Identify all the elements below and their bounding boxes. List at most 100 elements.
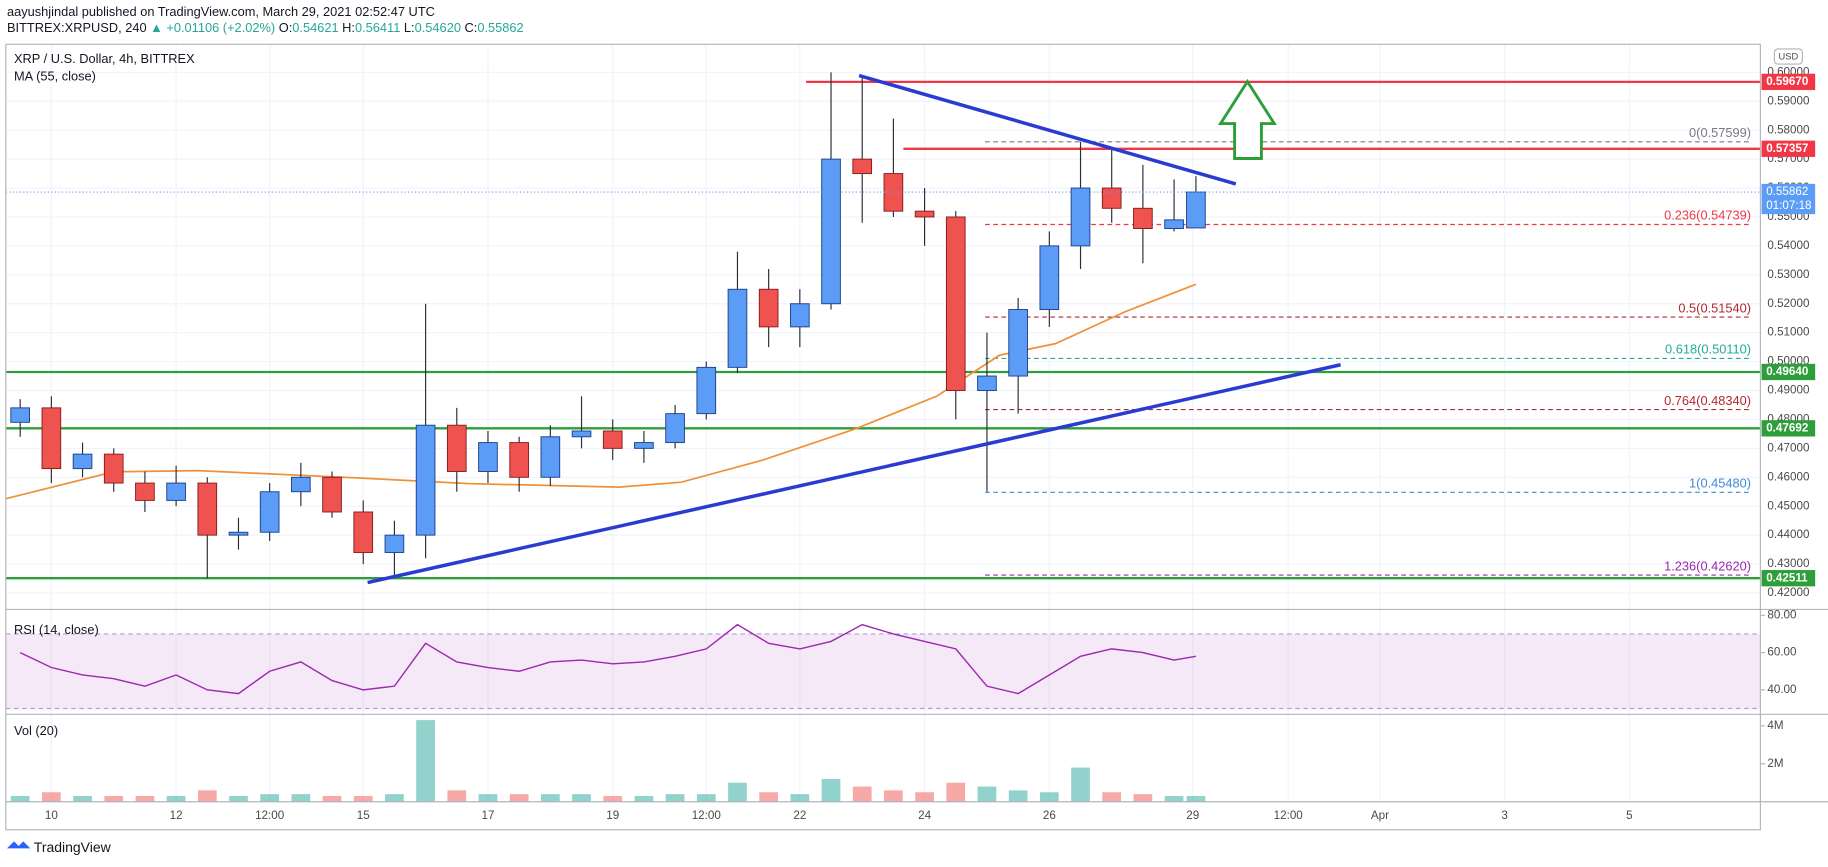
volume-bar <box>73 796 92 802</box>
volume-bar <box>1164 796 1184 802</box>
fib-label: 0.5(0.51540) <box>1678 300 1751 315</box>
symbol: BITTREX:XRPUSD, 240 <box>7 21 147 36</box>
y-tick-label: 0.45000 <box>1767 499 1810 512</box>
rsi-title: RSI (14, close) <box>14 622 99 637</box>
fib-label: 0.764(0.48340) <box>1664 393 1751 408</box>
x-tick-label: 19 <box>606 809 619 822</box>
fib-label: 1.236(0.42620) <box>1664 558 1751 573</box>
volume-bar <box>353 796 373 802</box>
chart-area: 10 12 12:00 15 17 19 12:00 22 24 26 29 12:00 Apr 3 5 0.… <box>5 44 1816 822</box>
x-tick-label: 17 <box>481 809 494 822</box>
candle-body <box>353 511 374 553</box>
fib-label: 0(0.57599) <box>1689 125 1751 140</box>
x-tick-label: 12 <box>170 809 183 822</box>
candle-body <box>1039 245 1060 310</box>
volume-bar <box>1133 794 1153 802</box>
volume-bar <box>572 794 591 802</box>
trendline <box>858 73 1237 186</box>
candle-body <box>977 375 997 391</box>
volume-bar <box>728 782 747 802</box>
level-badge <box>1761 140 1816 157</box>
x-tick-label: 12:00 <box>1274 809 1304 822</box>
y-tick-label: 0.54000 <box>1767 239 1810 252</box>
candle-body <box>883 173 904 212</box>
ohlc-value: 0.54620 <box>415 21 461 36</box>
up-arrow <box>1217 78 1277 160</box>
volume-bar <box>696 794 716 802</box>
x-tick-label: 15 <box>357 809 370 822</box>
candle-body <box>914 210 935 218</box>
ohlc-value: 0.56411 <box>355 21 400 36</box>
volume-bar <box>1039 792 1059 802</box>
y-tick-label: 0.49000 <box>1767 384 1810 397</box>
candle-body <box>103 453 124 484</box>
level-label: 0.47692 <box>1766 421 1809 434</box>
candle-body <box>135 482 155 501</box>
y-tick-label: 0.44000 <box>1767 528 1810 541</box>
x-tick-label: 24 <box>918 809 931 822</box>
candle-body <box>727 288 748 368</box>
volume-bar <box>665 794 685 802</box>
candle-body <box>790 303 810 328</box>
y-tick-label: 0.47000 <box>1767 441 1810 454</box>
y-tick-label: 0.52000 <box>1767 297 1810 310</box>
symbol-line: BITTREX:XRPUSD, 240 ▲ +0.01106 (+2.02%) … <box>7 21 524 36</box>
level-badge <box>1761 570 1816 587</box>
candle-body <box>852 158 873 175</box>
volume-bar <box>977 786 997 802</box>
candle-body <box>696 366 717 415</box>
x-tick-label: 22 <box>793 809 806 822</box>
last-price-label: 0.55862 <box>1766 185 1808 198</box>
level-badge <box>1761 420 1816 437</box>
volume-bar <box>10 796 30 802</box>
level-label: 0.49640 <box>1766 365 1808 378</box>
fib-label: 0.236(0.54739) <box>1664 208 1751 223</box>
volume-bar <box>1008 790 1028 802</box>
rsi-line <box>19 623 1197 695</box>
volume-bar <box>260 794 280 802</box>
fib-label: 0.618(0.50110) <box>1665 342 1751 357</box>
chart-title: XRP / U.S. Dollar, 4h, BITTREX <box>14 51 195 66</box>
candle-body <box>634 442 654 449</box>
candle-body <box>1164 219 1184 229</box>
candle-body <box>1186 191 1206 229</box>
ohlc-key: O: <box>279 21 293 36</box>
x-tick-label: 12:00 <box>692 809 722 822</box>
volume-bar <box>634 796 654 802</box>
volume-tick-label: 2M <box>1767 757 1783 770</box>
volume-bar <box>1102 792 1122 802</box>
candle-body <box>602 430 623 449</box>
fib-label: 1(0.45480) <box>1689 476 1751 491</box>
volume-title: Vol (20) <box>14 723 58 738</box>
candle-body <box>228 531 249 536</box>
trendline <box>367 363 1341 585</box>
volume-bar <box>104 796 124 802</box>
candle-body <box>821 158 841 305</box>
ohlc-key: H: <box>342 21 355 36</box>
candle-body <box>322 476 342 513</box>
x-tick-label: Apr <box>1371 809 1389 822</box>
candle-body <box>1070 187 1091 247</box>
ma-legend: MA (55, close) <box>14 68 96 83</box>
rsi-tick-label: 40.00 <box>1767 683 1797 696</box>
candle-body <box>1133 207 1153 229</box>
candle-body <box>540 436 561 478</box>
candle-body <box>415 424 436 536</box>
volume-bar <box>447 790 467 802</box>
level-label: 0.59670 <box>1766 75 1808 88</box>
volume-tick-label: 4M <box>1767 719 1783 732</box>
volume-bar <box>603 796 623 802</box>
x-tick-label: 10 <box>45 809 58 822</box>
x-tick-label: 5 <box>1626 809 1632 822</box>
ohlc-key: C: <box>465 21 478 36</box>
level-label: 0.57357 <box>1766 142 1808 155</box>
y-tick-label: 0.43000 <box>1767 557 1810 570</box>
level-label: 0.42511 <box>1766 571 1808 584</box>
volume-bar <box>1186 796 1206 802</box>
y-tick-label: 0.42000 <box>1767 586 1810 599</box>
candle-body <box>72 453 93 470</box>
candle-body <box>509 442 529 478</box>
volume-bar <box>884 790 903 802</box>
